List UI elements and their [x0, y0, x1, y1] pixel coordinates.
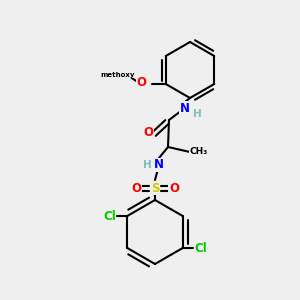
Text: O: O	[137, 76, 147, 88]
Text: O: O	[131, 182, 141, 194]
Text: N: N	[180, 101, 190, 115]
Text: O: O	[143, 125, 153, 139]
Text: Cl: Cl	[103, 209, 116, 223]
Text: N: N	[154, 158, 164, 172]
Text: methoxy: methoxy	[100, 72, 135, 78]
Text: H: H	[193, 109, 201, 119]
Text: Cl: Cl	[194, 242, 207, 254]
Text: H: H	[142, 160, 152, 170]
Text: O: O	[169, 182, 179, 194]
Text: CH₃: CH₃	[190, 148, 208, 157]
Text: S: S	[151, 182, 159, 194]
